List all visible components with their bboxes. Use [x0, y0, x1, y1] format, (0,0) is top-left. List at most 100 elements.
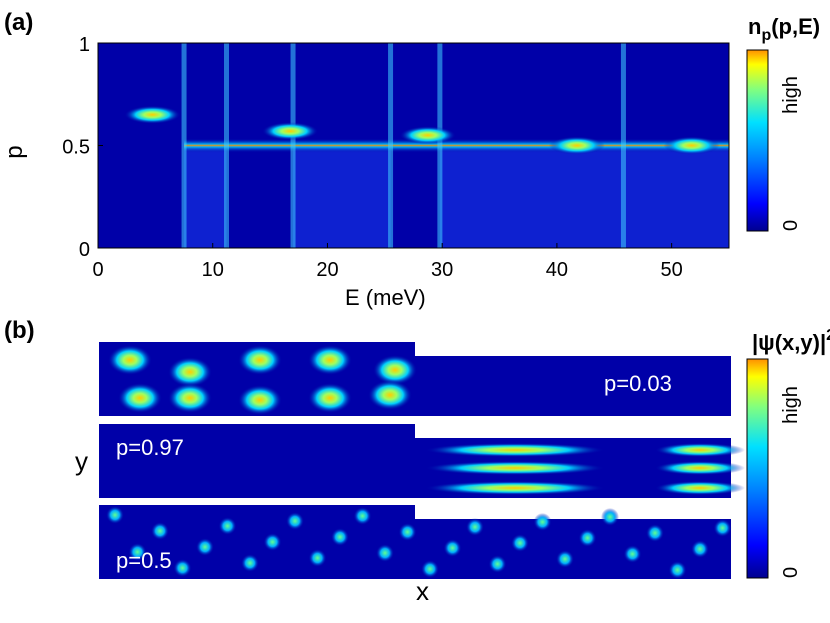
- wavefunction-lobe: [173, 559, 192, 577]
- band-edge-line: [620, 43, 626, 248]
- x-tick-label: 50: [661, 259, 683, 281]
- wavefunction-lobe: [168, 383, 212, 413]
- panel-a-tag: (a): [4, 9, 33, 36]
- resonance-peak: [663, 136, 720, 155]
- colorbar-a-low-label: 0: [780, 220, 802, 231]
- x-tick-label: 20: [316, 259, 338, 281]
- resonance-peak: [124, 105, 181, 124]
- wavefunction-lobe: [601, 508, 619, 526]
- colorbar-b-high-label: high: [780, 386, 802, 424]
- wavefunction-strip-2: p=0.97: [99, 424, 745, 498]
- wavefunction-lobe: [241, 554, 259, 572]
- x-tick-label: 0: [92, 259, 103, 281]
- strip-2-label: p=0.97: [116, 435, 184, 460]
- panel-b-y-label: y: [75, 446, 88, 476]
- colorbar-a-title-sub: p: [761, 27, 771, 44]
- wavefunction-strip-3: p=0.5: [99, 505, 732, 579]
- noise-region: [293, 145, 391, 248]
- y-tick-label: 1: [79, 34, 90, 56]
- wavefunction-lobe: [308, 383, 352, 413]
- wavefunction-lobe: [488, 555, 507, 573]
- colorbar-a-title-main: n: [748, 14, 761, 39]
- noise-region: [623, 145, 729, 248]
- colorbar-b-title: |ψ(x,y)|2: [752, 327, 830, 355]
- gap-region: [226, 145, 294, 248]
- panel-b-x-label: x: [416, 576, 429, 606]
- wavefunction-lobe: [286, 512, 304, 530]
- band-edge-line: [437, 43, 443, 248]
- wavefunction-lobe: [106, 506, 124, 524]
- x-tick-label: 30: [431, 259, 453, 281]
- colorbar-a: [746, 49, 769, 232]
- wavefunction-strip-1: p=0.03: [99, 342, 731, 416]
- heatmap-plot: [97, 42, 730, 249]
- strip-3-label: p=0.5: [116, 548, 172, 573]
- colorbar-a-high-label: high: [780, 76, 802, 114]
- wavefunction-lobe: [308, 345, 352, 375]
- wavefunction-lobe: [578, 529, 597, 547]
- strip-2-lead-left: [99, 424, 415, 498]
- resonance-peak: [262, 122, 319, 141]
- wavefunction-lobe: [373, 355, 417, 385]
- band-edge-line: [181, 43, 187, 248]
- wavefunction-lobe: [691, 540, 709, 558]
- wavefunction-lobe: [368, 380, 412, 410]
- x-tick-label: 10: [202, 259, 224, 281]
- colorbar-b: [746, 358, 769, 579]
- noise-region: [184, 145, 227, 248]
- wavefunction-lobe: [646, 524, 664, 542]
- wavefunction-lobe: [196, 538, 214, 556]
- wavefunction-lobe: [421, 560, 439, 578]
- strip-1-lead-right: [415, 356, 731, 416]
- wavefunction-lobe: [218, 517, 237, 535]
- resonance-peak: [399, 126, 456, 145]
- wavefunction-lobe: [623, 545, 642, 563]
- y-axis-label: p: [1, 145, 28, 158]
- wavefunction-lobe: [168, 357, 212, 387]
- wavefunction-lobe: [425, 461, 605, 475]
- wavefunction-lobe: [376, 544, 394, 562]
- wavefunction-lobe: [425, 443, 605, 457]
- wavefunction-lobe: [556, 550, 574, 568]
- wavefunction-lobe: [655, 461, 745, 475]
- y-tick-label: 0: [79, 239, 90, 261]
- wavefunction-lobe: [353, 507, 372, 525]
- x-tick-label: 40: [546, 259, 568, 281]
- noise-region: [439, 145, 624, 248]
- wavefunction-lobe: [713, 519, 732, 537]
- wavefunction-lobe: [466, 518, 484, 536]
- wavefunction-lobe: [263, 533, 282, 551]
- wavefunction-lobe: [425, 481, 605, 495]
- panel-b-tag: (b): [4, 317, 35, 344]
- x-axis-label: E (meV): [345, 285, 426, 310]
- wavefunction-lobe: [655, 443, 745, 457]
- band-edge-line: [388, 43, 394, 248]
- wavefunction-lobe: [398, 523, 417, 541]
- plateau-ridge: [184, 138, 729, 153]
- wavefunction-lobe: [655, 481, 745, 495]
- wavefunction-lobe: [511, 534, 529, 552]
- colorbar-b-title-sup: 2: [826, 327, 830, 344]
- colorbar-b-low-label: 0: [780, 567, 802, 578]
- colorbar-a-title-rest: (p,E): [771, 14, 820, 39]
- wavefunction-lobe: [151, 522, 169, 540]
- strip-1-label: p=0.03: [604, 371, 672, 396]
- resonance-peak: [548, 136, 605, 155]
- band-edge-line: [223, 43, 229, 248]
- wavefunction-lobe: [108, 345, 152, 375]
- colorbar-b-title-main: |ψ(x,y)|: [752, 330, 826, 355]
- wavefunction-lobe: [668, 561, 687, 579]
- wavefunction-lobe: [331, 528, 349, 546]
- axis-ticks: 0 10 20 30 40 50 0 0.5 1: [62, 34, 683, 281]
- band-edge-line: [290, 43, 296, 248]
- y-tick-label: 0.5: [62, 137, 90, 159]
- wavefunction-lobe: [443, 539, 462, 557]
- wavefunction-lobe: [118, 383, 162, 413]
- wavefunction-lobe: [238, 385, 282, 415]
- wavefunction-lobe: [128, 543, 147, 561]
- wavefunction-lobe: [308, 549, 327, 567]
- wavefunction-lobe: [533, 513, 552, 531]
- wavefunction-lobe: [238, 345, 282, 375]
- colorbar-a-title: np(p,E): [748, 14, 820, 44]
